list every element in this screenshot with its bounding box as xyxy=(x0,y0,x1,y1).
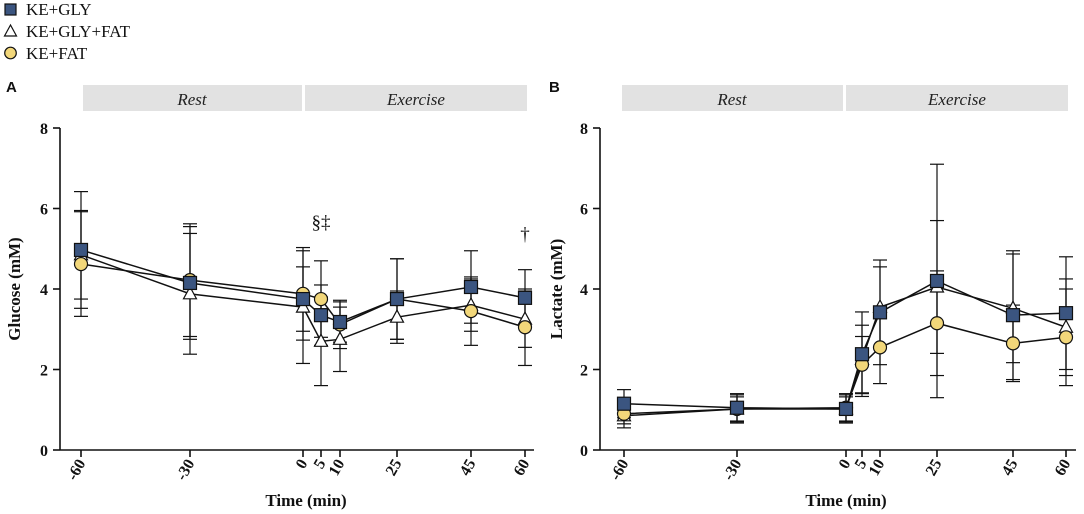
glucose-y-axis-title: Glucose (mM) xyxy=(5,237,24,340)
glucose-ke-fat-line xyxy=(80,263,526,328)
lactate-ke-fat-point-7 xyxy=(1058,330,1074,345)
glucose-x-tick-label-60: 60 xyxy=(511,457,534,479)
lactate-ke-gly-point-3 xyxy=(854,347,870,362)
glucose-y-tick-label-8: 8 xyxy=(40,121,48,138)
glucose-annotation-0: §‡ xyxy=(312,213,331,234)
glucose-ke-gly-point-1 xyxy=(182,275,198,291)
glucose-ke-gly-point-5 xyxy=(389,291,405,307)
glucose-ke-gly-point-0 xyxy=(73,242,89,258)
glucose-ke-gly-fat-line xyxy=(80,254,526,343)
lactate-ke-fat-line xyxy=(623,322,1067,415)
legend-label-ke-gly-fat: KE+GLY+FAT xyxy=(26,22,131,41)
lactate-ke-gly-point-4 xyxy=(872,305,888,320)
lactate-y-axis-title: Lactate (mM) xyxy=(547,239,566,340)
glucose-ke-gly-point-4 xyxy=(332,314,348,330)
glucose-ke-gly-fat-point-5 xyxy=(389,308,405,323)
lactate-x-tick-label-25: 25 xyxy=(923,457,946,479)
rest-label-a: Rest xyxy=(176,90,208,109)
glucose-ke-gly-point-7 xyxy=(517,290,533,305)
glucose-ke-fat-point-7 xyxy=(517,320,533,335)
glucose-ke-gly-fat-point-3 xyxy=(313,333,329,347)
glucose-annotations: §‡ † xyxy=(312,213,530,246)
lactate-x-tick-label-60: -60 xyxy=(607,457,632,484)
lactate-ke-gly-point-7 xyxy=(1058,306,1074,321)
legend-square-marker xyxy=(4,3,17,16)
lactate-ke-gly-point-6 xyxy=(1005,308,1021,323)
glucose-x-axis-title: Time (min) xyxy=(265,491,346,510)
legend-label-ke-fat: KE+FAT xyxy=(26,44,88,63)
legend-triangle-marker xyxy=(3,23,18,37)
glucose-y-ticks: 0 2 4 6 8 xyxy=(40,121,60,460)
panel-letter-b: B xyxy=(549,79,560,96)
lactate-y-tick-label-8: 8 xyxy=(580,121,588,138)
glucose-x-tick-label-30: -30 xyxy=(173,457,198,484)
glucose-ke-fat-point-0 xyxy=(73,256,89,272)
legend-label-ke-gly: KE+GLY xyxy=(26,0,92,19)
exercise-label-a: Exercise xyxy=(386,90,445,109)
lactate-y-ticks: 0 2 4 6 8 xyxy=(580,121,600,460)
rest-bar-b xyxy=(622,85,843,111)
glucose-x-tick-label-45: 45 xyxy=(457,457,480,479)
glucose-x-tick-label-60: -60 xyxy=(64,457,89,484)
glucose-x-ticks: -60 -30 0 510 25 45 60 xyxy=(64,450,533,483)
exercise-label-b: Exercise xyxy=(927,90,986,109)
lactate-x-tick-label-10: 10 xyxy=(866,457,889,479)
phase-bars-b: Rest Exercise xyxy=(622,85,1068,111)
glucose-ke-gly-point-3 xyxy=(313,308,329,323)
glucose-ke-fat-point-3 xyxy=(313,291,329,307)
lactate-x-tick-label-45: 45 xyxy=(999,457,1022,479)
lactate-ke-gly-point-1 xyxy=(729,400,745,415)
glucose-ke-fat-point-6 xyxy=(463,304,479,319)
lactate-ke-gly-point-5 xyxy=(929,273,945,289)
glucose-x-tick-label-10: 10 xyxy=(326,457,349,479)
glucose-y-tick-label-6: 6 xyxy=(40,202,48,219)
lactate-x-axis-title: Time (min) xyxy=(805,491,886,510)
lactate-x-tick-label-30: -30 xyxy=(720,457,745,484)
exercise-bar-a xyxy=(305,85,527,111)
glucose-ke-gly-line xyxy=(80,249,526,323)
rest-bar-a xyxy=(83,85,302,111)
lactate-ke-gly-point-0 xyxy=(616,396,632,411)
glucose-ke-gly-point-6 xyxy=(463,279,479,295)
lactate-ke-gly-line xyxy=(623,280,1067,410)
lactate-x-tick-label-60: 60 xyxy=(1052,457,1075,479)
lactate-ke-gly-point-2 xyxy=(838,401,854,417)
lactate-ke-fat-point-5 xyxy=(929,316,945,331)
lactate-y-tick-label-0: 0 xyxy=(580,443,588,460)
legend-circle-marker xyxy=(4,46,17,60)
rest-label-b: Rest xyxy=(716,90,748,109)
glucose-ke-gly-point-2 xyxy=(295,291,311,307)
glucose-x-tick-label-25: 25 xyxy=(383,457,406,479)
glucose-series xyxy=(73,190,533,387)
glucose-y-tick-label-2: 2 xyxy=(40,363,48,380)
lactate-series xyxy=(616,163,1074,429)
lactate-y-tick-label-6: 6 xyxy=(580,202,588,219)
glucose-annotation-1: † xyxy=(520,225,530,246)
lactate-ke-fat-point-4 xyxy=(872,340,888,355)
panel-letter-a: A xyxy=(6,79,17,96)
glucose-x-tick-label-0: 0 xyxy=(293,457,312,472)
glucose-y-tick-label-4: 4 xyxy=(40,282,48,299)
exercise-bar-b xyxy=(846,85,1068,111)
glucose-y-tick-label-0: 0 xyxy=(40,443,48,460)
phase-bars-a: Rest Exercise xyxy=(83,85,527,111)
lactate-y-tick-label-4: 4 xyxy=(580,282,588,299)
glucose-ke-gly-fat-point-1 xyxy=(182,285,198,300)
lactate-y-tick-label-2: 2 xyxy=(580,363,588,380)
legend: KE+GLY KE+GLY+FAT KE+FAT xyxy=(3,0,131,63)
glucose-ke-gly-fat-point-4 xyxy=(332,331,348,345)
lactate-ke-fat-point-6 xyxy=(1005,336,1021,351)
